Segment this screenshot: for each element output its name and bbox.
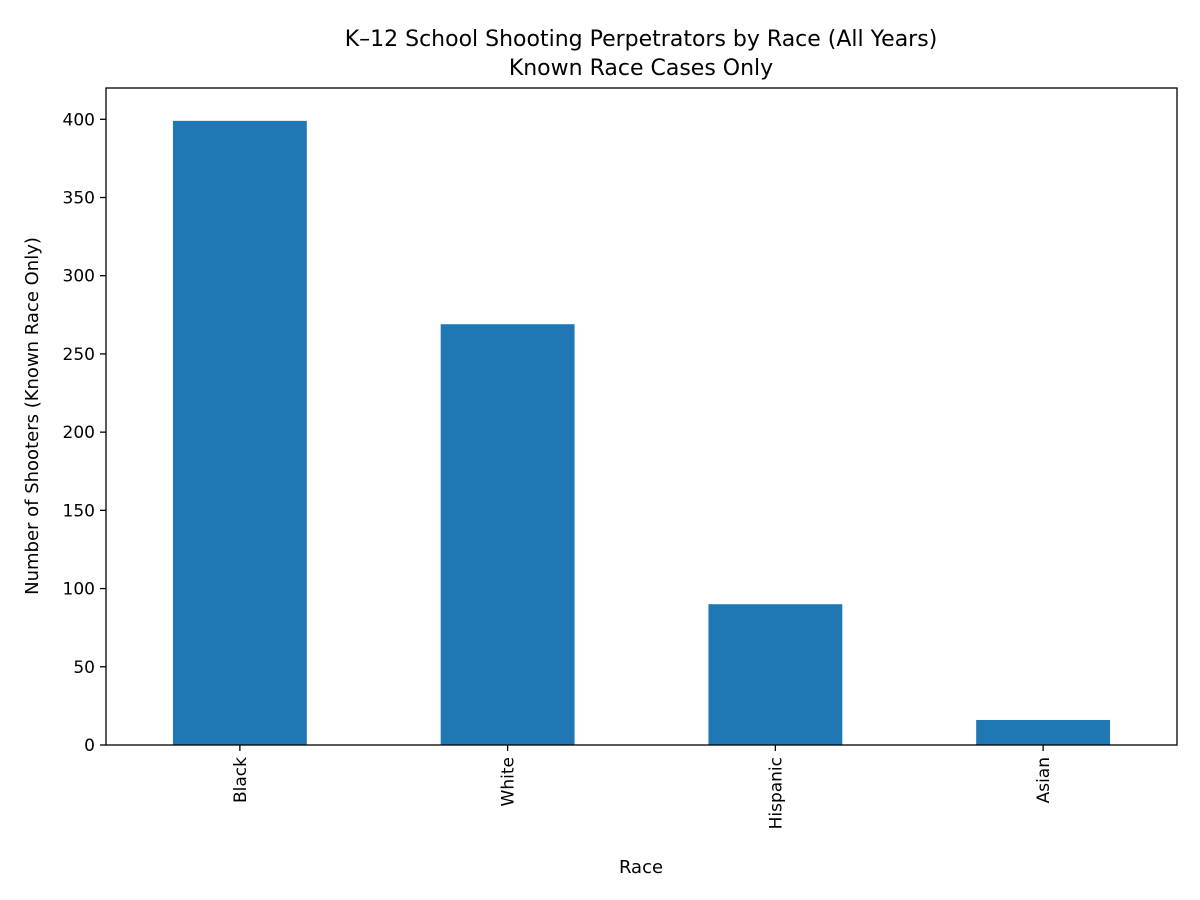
x-tick-label-hispanic: Hispanic	[766, 757, 786, 829]
x-axis-ticks: Black White Hispanic Asian	[231, 745, 1054, 829]
bar-asian	[976, 719, 1111, 745]
y-axis-ticks: 0 50 100 150 200 250 300 350 400	[63, 110, 106, 756]
x-tick-label-asian: Asian	[1034, 757, 1054, 803]
axes-frame	[105, 87, 1178, 746]
y-tick-label-300: 300	[63, 267, 95, 287]
y-tick-label-350: 350	[63, 189, 95, 209]
x-tick-label-white: White	[499, 757, 519, 806]
bars-group	[172, 120, 1111, 746]
plot-area: 0 50 100 150 200 250 300 350 400 Black White Hispa…	[63, 87, 1178, 829]
bar-white	[440, 324, 575, 745]
y-tick-label-100: 100	[63, 580, 95, 600]
chart-title: K–12 School Shooting Perpetrators by Rac…	[345, 27, 938, 81]
chart-title-line-1: K–12 School Shooting Perpetrators by Rac…	[345, 27, 938, 52]
y-tick-label-50: 50	[73, 658, 95, 678]
y-tick-label-0: 0	[84, 736, 95, 756]
y-tick-label-400: 400	[63, 110, 95, 130]
x-axis-label: Race	[619, 857, 663, 878]
bar-hispanic	[708, 604, 843, 745]
y-axis-label: Number of Shooters (Known Race Only)	[22, 237, 43, 595]
y-tick-label-250: 250	[63, 345, 95, 365]
chart-title-line-2: Known Race Cases Only	[509, 56, 773, 81]
y-tick-label-150: 150	[63, 501, 95, 521]
bar-black	[172, 120, 307, 746]
x-tick-label-black: Black	[231, 757, 251, 803]
y-tick-label-200: 200	[63, 423, 95, 443]
